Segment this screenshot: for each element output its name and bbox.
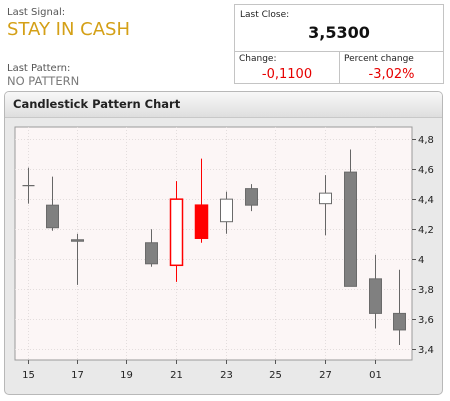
candle-body [319,192,332,205]
candle-body [369,278,382,314]
y-tick-label: 4,2 [418,225,434,236]
candle-body [145,242,158,265]
change-label: Change: [239,54,277,64]
candle-body [220,198,233,223]
candle-body [393,312,406,331]
y-tick-label: 3,8 [418,285,434,296]
percent-change-value: -3,02% [368,67,415,82]
x-tick-label: 23 [220,370,233,381]
change-box: Change: -0,1100 [235,52,340,83]
last-signal-value: STAY IN CASH [7,19,130,40]
candle-body [71,239,84,242]
candle-body [194,204,209,239]
chart-panel: Candlestick Pattern Chart 3,4 3,6 3,8 4 4,2 4… [4,91,443,395]
candle-body [46,204,59,229]
chart-panel-header: Candlestick Pattern Chart [5,92,442,118]
last-pattern-label: Last Pattern: [7,63,71,74]
y-tick-label: 4,8 [418,135,434,146]
x-tick-label: 21 [170,370,183,381]
x-tick-label: 27 [319,370,332,381]
last-close-box: Last Close: 3,5300 [235,5,443,52]
x-tick-label: 19 [120,370,133,381]
y-tick-label: 3,4 [418,345,434,356]
change-value: -0,1100 [261,67,313,82]
candle-body [245,188,258,206]
stats-box: Last Close: 3,5300 Change: -0,1100 Perce… [234,4,444,84]
y-tick-label: 4 [418,255,424,266]
chart-title: Candlestick Pattern Chart [13,97,181,111]
last-pattern-value: NO PATTERN [7,74,80,88]
candle-body [169,198,184,267]
x-tick-label: 25 [269,370,282,381]
percent-change-label: Percent change [344,54,414,64]
last-close-label: Last Close: [240,10,290,20]
candle-body [344,171,357,287]
x-tick-label: 17 [71,370,84,381]
y-tick-label: 3,6 [418,315,434,326]
y-tick-label: 4,6 [418,165,434,176]
percent-change-box: Percent change -3,02% [340,52,443,83]
x-tick-label: 01 [369,370,382,381]
last-signal-label: Last Signal: [7,7,66,18]
candlestick-chart: 3,4 3,6 3,8 4 4,2 4,4 4,6 4,8 15 17 19 21 23 25 27 01 [14,126,434,381]
y-tick-label: 4,4 [418,195,434,206]
x-tick-label: 15 [22,370,35,381]
last-close-value: 3,5300 [308,23,370,42]
